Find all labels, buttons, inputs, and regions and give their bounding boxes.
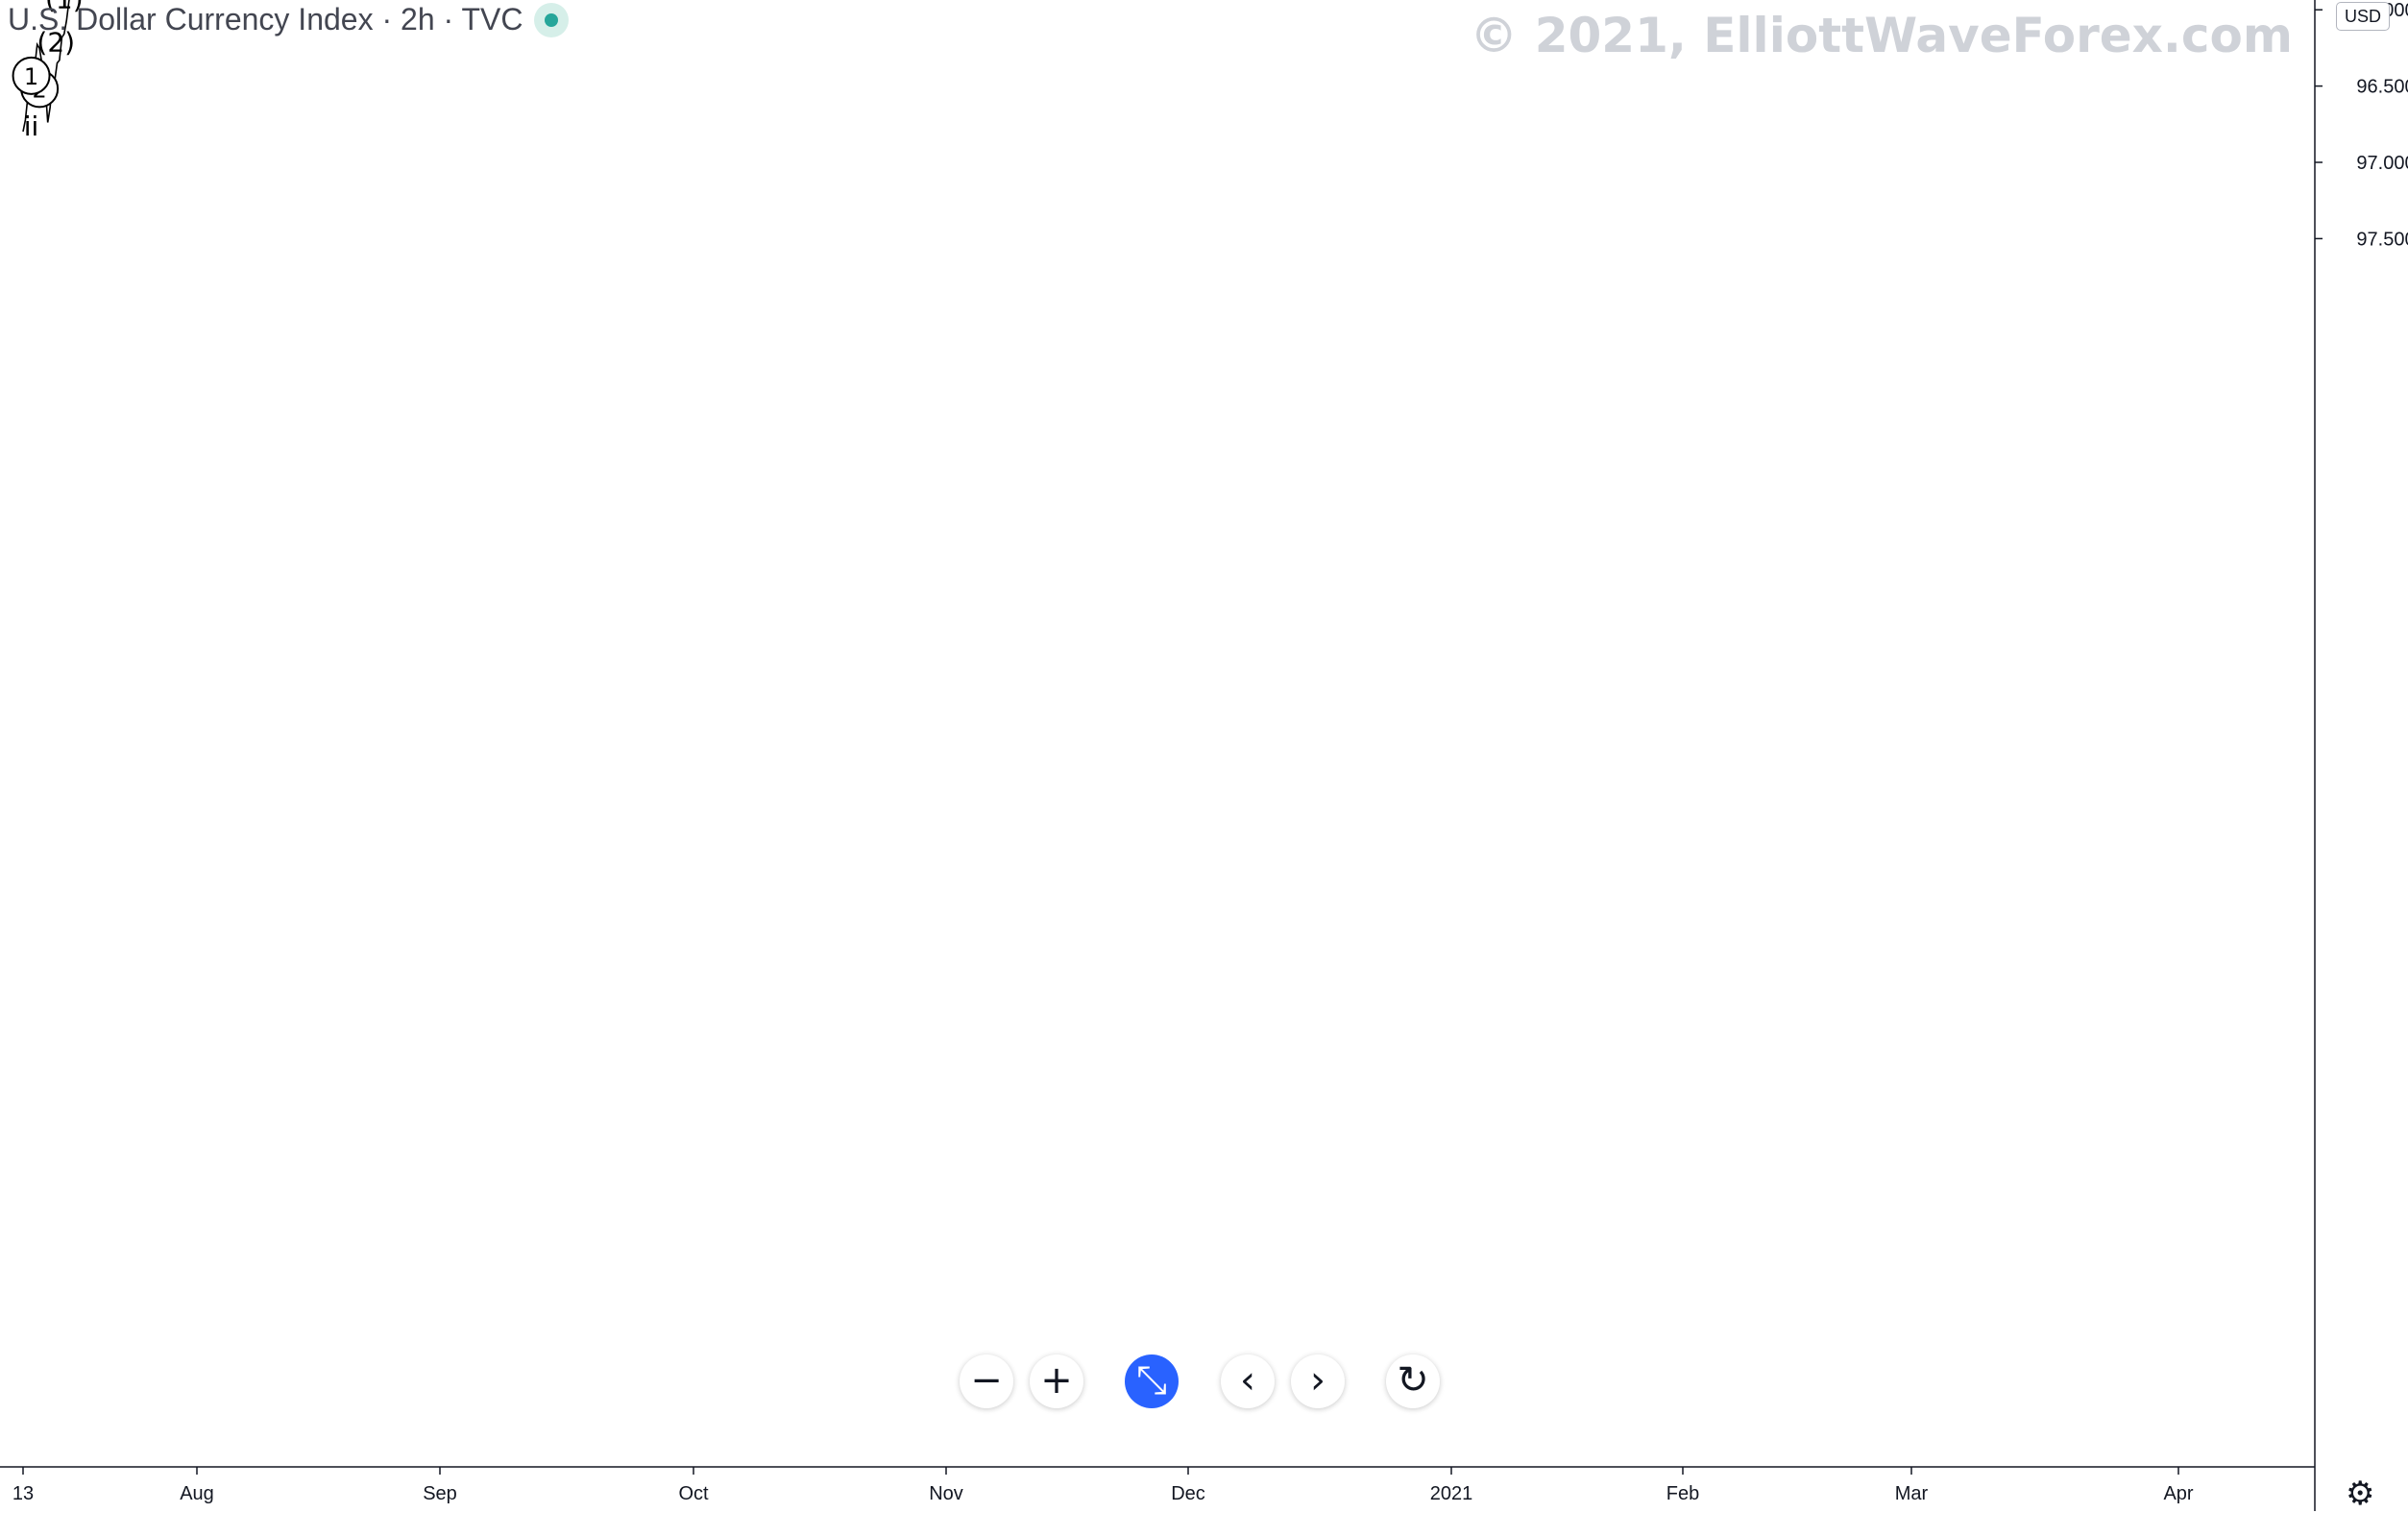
price-axis[interactable]: 97.50097.00096.50096.00095.50095.00094.5… [2314, 0, 2408, 1511]
time-tick-label: Mar [1895, 1483, 1929, 1504]
time-tick-label: 13 [12, 1483, 34, 1504]
reset-chart-button[interactable]: ↻ [1386, 1354, 1440, 1408]
reset-scale-button[interactable]: ⤡ [1125, 1354, 1179, 1408]
gear-icon[interactable]: ⚙ [2346, 1476, 2375, 1512]
wave-label: (1) [45, 0, 84, 14]
wave-label-text: 1 [24, 63, 38, 90]
price-tick-label: 97.000 [2356, 153, 2408, 174]
symbol-title: U.S. Dollar Currency Index · 2h · TVC [8, 2, 523, 37]
wave-label: 1 [12, 56, 51, 95]
time-tick-label: Apr [2163, 1483, 2193, 1504]
wave-label: ii [24, 110, 39, 142]
time-tick-label: Sep [423, 1483, 457, 1504]
wave-label-text: (1) [45, 0, 84, 14]
price-tick-label: 97.500 [2356, 229, 2408, 250]
zoom-in-button[interactable]: + [1030, 1354, 1083, 1408]
wave-label-text: ii [24, 110, 39, 142]
currency-badge[interactable]: USD [2336, 2, 2390, 31]
wave-label-text: (2) [36, 27, 75, 59]
time-tick-label: Oct [678, 1483, 709, 1504]
scroll-right-button[interactable]: › [1291, 1354, 1345, 1408]
time-tick-label: Feb [1666, 1483, 1699, 1504]
scroll-left-button[interactable]: ‹ [1221, 1354, 1275, 1408]
wave-label-circle [12, 56, 51, 95]
time-tick-label: 2021 [1430, 1483, 1473, 1504]
price-tick-label: 96.500 [2356, 77, 2408, 98]
zoom-out-button[interactable]: − [960, 1354, 1013, 1408]
time-tick-label: Aug [180, 1483, 214, 1504]
market-status-icon [534, 3, 569, 37]
time-tick-label: Dec [1171, 1483, 1205, 1504]
time-tick-label: Nov [929, 1483, 963, 1504]
wave-labels: ii2(2)1(1)(4)4(3)(5)35iiiivv(v)iii(w)wxy… [12, 0, 84, 142]
time-axis[interactable]: 13 Aug Sep Oct Nov Dec 2021 Feb Mar Apr [0, 1466, 2315, 1504]
wave-label: (2) [36, 27, 75, 59]
watermark: © 2021, ElliottWaveForex.com [1470, 8, 2293, 63]
